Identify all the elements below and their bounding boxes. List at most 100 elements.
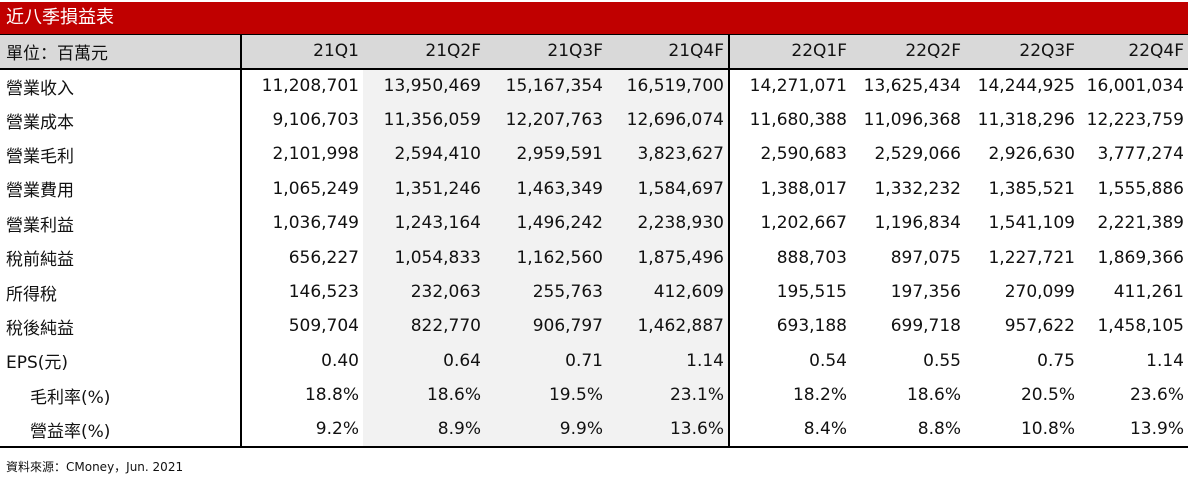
table-cell: 13.9% (1079, 412, 1188, 448)
table-cell: 0.54 (728, 343, 851, 379)
table-cell: 14,244,925 (977, 76, 1075, 97)
table-cell: 412,609 (607, 274, 729, 310)
row-label: 營業利益 (0, 206, 242, 241)
column-header: 22Q1F (728, 34, 851, 70)
table-cell: 23.1% (607, 378, 729, 413)
table-row: 稅前純益 656,227 1,054,833 1,162,560 1,875,496 88… (0, 240, 1188, 275)
table-cell: 16,519,700 (607, 68, 729, 103)
table-cell: 18.8% (304, 385, 359, 406)
table-cell: 3,777,274 (1097, 144, 1184, 165)
table-row: 營業毛利 2,101,998 2,594,410 2,959,591 3,823,627… (0, 137, 1188, 172)
table-row: 所得稅 146,523 232,063 255,763 412,609 195,515 19… (0, 274, 1188, 310)
table-cell: 19.5% (485, 378, 607, 413)
table-cell: 1,462,887 (607, 309, 729, 344)
table-cell: 1,054,833 (363, 240, 485, 275)
table-cell: 1,227,721 (988, 247, 1075, 268)
table-cell: 13,625,434 (863, 76, 961, 97)
table-cell: 2,926,630 (988, 144, 1075, 165)
table-cell: 9.2% (241, 412, 363, 448)
table-cell: 13,950,469 (363, 68, 485, 103)
table-cell: 232,063 (363, 274, 485, 310)
table-cell: 509,704 (288, 316, 359, 337)
table-cell: 1.14 (1146, 350, 1184, 371)
table-cell: 18.6% (363, 378, 485, 413)
table-cell: 9,106,703 (272, 110, 359, 131)
table-cell: 1,351,246 (363, 171, 485, 207)
table-cell: 1,202,667 (728, 206, 851, 241)
column-header: 21Q2F (363, 34, 485, 70)
table-cell: 8.8% (851, 412, 965, 448)
table-cell: 888,703 (728, 240, 851, 275)
table-cell: 2,221,389 (1097, 213, 1184, 234)
row-label: 營業費用 (0, 171, 242, 207)
table-cell: 1,196,834 (874, 213, 961, 234)
table-cell: 822,770 (363, 309, 485, 344)
table-row: 營業成本 9,106,703 11,356,059 12,207,763 12,696,… (0, 102, 1188, 138)
row-label: EPS(元) (0, 343, 242, 379)
table-cell: 1,875,496 (607, 240, 729, 275)
table-cell: 1,496,242 (485, 206, 607, 241)
table-cell: 11,096,368 (863, 110, 961, 131)
table-cell: 2,529,066 (874, 144, 961, 165)
source-note: 資料來源：CMoney，Jun. 2021 (6, 460, 184, 474)
table-cell: 411,261 (1113, 282, 1184, 303)
table-cell: 957,622 (1004, 316, 1075, 337)
table-cell: 897,075 (890, 247, 961, 268)
table-cell: 197,356 (890, 282, 961, 303)
column-header: 22Q4F (1079, 34, 1188, 70)
table-row: 營業收入 11,208,701 13,950,469 15,167,354 16,519… (0, 68, 1188, 103)
table-cell: 1,584,697 (607, 171, 729, 207)
table-cell: 0.55 (923, 350, 961, 371)
row-label: 稅後純益 (0, 309, 242, 344)
row-label: 營益率(%) (0, 412, 242, 448)
table-cell: 9.9% (485, 412, 607, 448)
table-cell: 1.14 (607, 343, 729, 379)
table-row: 毛利率(%) 18.8% 18.6% 19.5% 23.1% 18.2% 18.6% 20.5… (0, 378, 1188, 413)
table-cell: 1,065,249 (272, 178, 359, 199)
table-cell: 0.40 (321, 350, 359, 371)
table-cell: 693,188 (728, 309, 851, 344)
table-cell: 1,243,164 (363, 206, 485, 241)
table-cell: 146,523 (288, 282, 359, 303)
table-cell: 16,001,034 (1086, 76, 1184, 97)
row-label: 所得稅 (0, 274, 242, 310)
table-row: 營益率(%) 9.2% 8.9% 9.9% 13.6% 8.4% 8.8% 10.8% 13.9… (0, 412, 1188, 448)
table-row: EPS(元) 0.40 0.64 0.71 1.14 0.54 0.55 0.75 1.14 (0, 343, 1188, 379)
table-cell: 11,680,388 (728, 102, 851, 138)
table-cell: 270,099 (1004, 282, 1075, 303)
table-cell: 1,036,749 (272, 213, 359, 234)
table-cell: 699,718 (890, 316, 961, 337)
table-cell: 0.75 (1037, 350, 1075, 371)
table-cell: 2,238,930 (607, 206, 729, 241)
table-cell: 906,797 (485, 309, 607, 344)
table-cell: 20.5% (1020, 385, 1075, 406)
table-cell: 195,515 (728, 274, 851, 310)
unit-label: 單位：百萬元 (0, 34, 242, 70)
row-label: 毛利率(%) (0, 378, 242, 413)
table-cell: 0.71 (485, 343, 607, 379)
table-cell: 8.9% (363, 412, 485, 448)
row-label: 營業收入 (0, 68, 242, 103)
table-cell: 2,594,410 (363, 137, 485, 172)
table-cell: 11,208,701 (261, 76, 359, 97)
row-label: 營業毛利 (0, 137, 242, 172)
row-label: 稅前純益 (0, 240, 242, 275)
table-cell: 1,388,017 (728, 171, 851, 207)
column-header: 21Q1 (241, 34, 363, 70)
table-cell: 18.2% (728, 378, 851, 413)
table-cell: 1,555,886 (1097, 178, 1184, 199)
table-cell: 1,463,349 (485, 171, 607, 207)
table-cell: 1,385,521 (988, 178, 1075, 199)
table-cell: 15,167,354 (485, 68, 607, 103)
table-cell: 1,541,109 (988, 213, 1075, 234)
table-cell: 11,356,059 (363, 102, 485, 138)
table-cell: 14,271,071 (728, 68, 851, 103)
column-header: 22Q3F (965, 34, 1079, 70)
table-cell: 23.6% (1129, 385, 1184, 406)
table-row: 稅後純益 509,704 822,770 906,797 1,462,887 693,18… (0, 309, 1188, 344)
table-cell: 18.6% (906, 385, 961, 406)
table-cell: 1,869,366 (1097, 247, 1184, 268)
table-cell: 656,227 (288, 247, 359, 268)
income-statement-table: 單位：百萬元 21Q1 21Q2F 21Q3F 21Q4F 22Q1F 22Q2… (0, 34, 1188, 448)
table-row: 營業利益 1,036,749 1,243,164 1,496,242 2,238,930… (0, 206, 1188, 241)
